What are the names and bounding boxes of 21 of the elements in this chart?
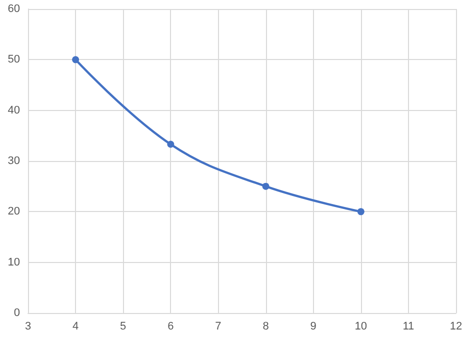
y-tick-label: 20 (8, 206, 20, 218)
y-tick-label: 50 (8, 54, 20, 66)
y-tick-label: 60 (8, 3, 20, 15)
x-tick-label: 4 (72, 320, 79, 332)
x-tick-label: 8 (262, 320, 269, 332)
point (167, 140, 174, 148)
y-tick-label: 40 (8, 104, 20, 116)
x-tick-label: 10 (354, 320, 368, 332)
point (262, 182, 270, 190)
y-tick-label: 10 (8, 256, 20, 268)
point (357, 208, 364, 216)
y-tick-label: 0 (14, 307, 20, 319)
x-tick-label: 3 (24, 320, 32, 332)
point (72, 56, 80, 64)
x-tick-label: 12 (450, 320, 462, 332)
x-tick-label: 7 (215, 320, 222, 332)
x-tick-label: 6 (168, 320, 174, 332)
x-tick-label: 5 (120, 320, 126, 332)
y-tick-label: 30 (8, 155, 20, 167)
x-tick-label: 11 (402, 320, 414, 332)
x-tick-label: 9 (310, 320, 316, 332)
